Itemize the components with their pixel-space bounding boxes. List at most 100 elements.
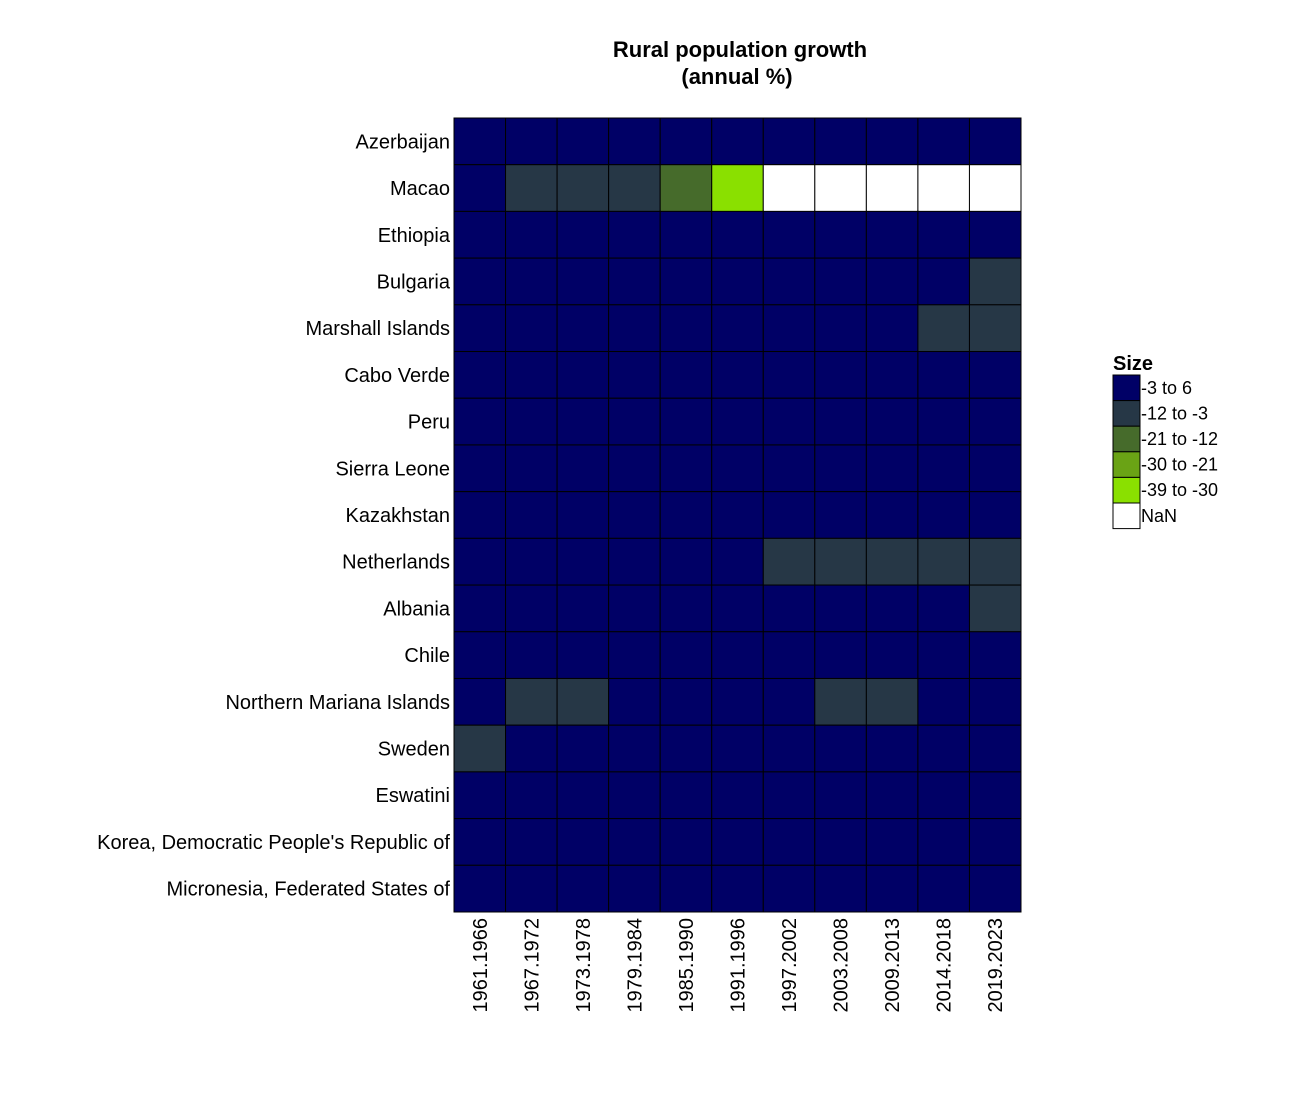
heatmap-cell [865, 210, 919, 259]
heatmap-cell [608, 677, 661, 726]
heatmap-cell [814, 864, 867, 913]
heatmap-cell [711, 210, 764, 259]
heatmap-cell [762, 210, 816, 259]
heatmap-cell [711, 491, 764, 539]
legend-label: -30 to -21 [1141, 455, 1218, 475]
column-label: 2014.2018 [934, 918, 956, 1013]
heatmap-cell [556, 864, 610, 913]
heatmap-cell [865, 117, 919, 166]
heatmap-cell [711, 537, 764, 586]
heatmap-cell [917, 818, 970, 866]
heatmap-cell [762, 491, 816, 539]
legend-title: Size [1113, 353, 1153, 375]
heatmap-cell [556, 304, 610, 353]
heatmap-cell [968, 724, 1022, 773]
heatmap-cell [917, 304, 970, 353]
heatmap-cell [814, 351, 867, 399]
heatmap-cell [659, 864, 713, 913]
legend-label: NaN [1141, 506, 1177, 526]
heatmap-cell [814, 444, 867, 493]
row-label: Chile [404, 645, 450, 667]
heatmap-cell [505, 631, 558, 679]
heatmap-cell [556, 491, 610, 539]
heatmap-cell [556, 444, 610, 493]
heatmap-cell [659, 257, 713, 306]
row-label: Azerbaijan [355, 131, 450, 153]
heatmap-cell [865, 677, 919, 726]
column-label: 1973.1978 [573, 918, 595, 1013]
heatmap-cell [814, 491, 867, 539]
heatmap-cell [762, 864, 816, 913]
heatmap-cell [968, 164, 1022, 212]
heatmap-cell [762, 257, 816, 306]
heatmap-cell [608, 818, 661, 866]
heatmap-cell [556, 818, 610, 866]
row-label: Korea, Democratic People's Republic of [97, 832, 450, 854]
heatmap-cell [453, 771, 507, 820]
heatmap-cell [659, 210, 713, 259]
heatmap-cell [608, 304, 661, 353]
heatmap-cell [917, 491, 970, 539]
heatmap-cell [556, 351, 610, 399]
column-label: 1979.1984 [624, 918, 646, 1013]
heatmap-cell [814, 631, 867, 679]
row-label: Marshall Islands [305, 318, 450, 340]
heatmap-cell [608, 210, 661, 259]
heatmap-cell [556, 771, 610, 820]
heatmap-cell [556, 631, 610, 679]
legend-swatch [1112, 502, 1141, 530]
chart-title-line-1: Rural population growth [613, 37, 867, 62]
heatmap-cell [608, 397, 661, 446]
heatmap-cell [814, 584, 867, 633]
heatmap-cell [659, 631, 713, 679]
heatmap-cell [453, 210, 507, 259]
heatmap-cell [762, 537, 816, 586]
heatmap-cell [711, 818, 764, 866]
heatmap-cell [505, 818, 558, 866]
legend-label: -39 to -30 [1141, 480, 1218, 500]
heatmap-cell [608, 771, 661, 820]
heatmap-cell [659, 771, 713, 820]
heatmap-cell [556, 397, 610, 446]
heatmap-cell [453, 257, 507, 306]
heatmap-cell [968, 537, 1022, 586]
heatmap-cell [917, 724, 970, 773]
heatmap-cell [968, 444, 1022, 493]
heatmap-cell [505, 210, 558, 259]
heatmap-cell [865, 724, 919, 773]
heatmap-cell [659, 397, 713, 446]
heatmap-cell [659, 584, 713, 633]
heatmap-cell [762, 164, 816, 212]
heatmap-cell [711, 164, 764, 212]
heatmap-cell [608, 631, 661, 679]
heatmap-cell [556, 724, 610, 773]
row-labels: Azerbaijan Macao Ethiopia Bulgaria Marshall … [97, 131, 451, 900]
heatmap-cell [608, 257, 661, 306]
heatmap-cell [814, 818, 867, 866]
row-label: Northern Mariana Islands [225, 692, 450, 714]
legend-label: -12 to -3 [1141, 403, 1208, 423]
heatmap-cell [865, 164, 919, 212]
row-label: Micronesia, Federated States of [167, 879, 451, 901]
heatmap-cell [711, 677, 764, 726]
heatmap-cell [968, 304, 1022, 353]
heatmap-cell [762, 444, 816, 493]
row-label: Bulgaria [377, 271, 451, 293]
heatmap-cell [968, 631, 1022, 679]
heatmap-cell [814, 397, 867, 446]
heatmap-cell [865, 771, 919, 820]
heatmap-cell [453, 818, 507, 866]
row-label: Netherlands [342, 552, 450, 574]
heatmap-cell [608, 444, 661, 493]
heatmap-cell [453, 491, 507, 539]
heatmap-cell [762, 724, 816, 773]
heatmap-cell [762, 117, 816, 166]
heatmap-cell [608, 164, 661, 212]
heatmap-cell [659, 164, 713, 212]
heatmap-cell [968, 771, 1022, 820]
heatmap-cell [453, 164, 507, 212]
heatmap-cell [968, 210, 1022, 259]
column-label: 2003.2008 [831, 918, 853, 1013]
heatmap-cell [917, 537, 970, 586]
heatmap-cell [968, 351, 1022, 399]
